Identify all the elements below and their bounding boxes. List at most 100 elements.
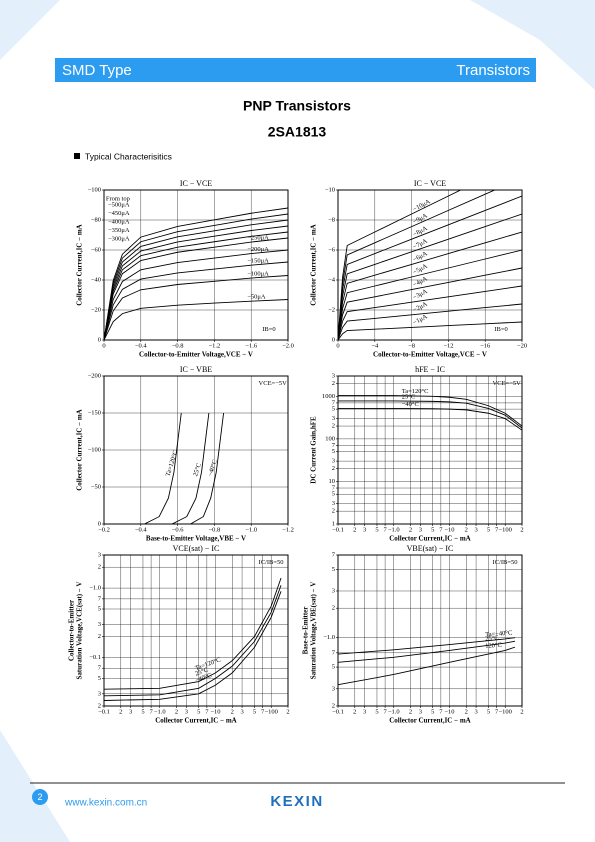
y-axis-label: DC Current Gain,hFE: [310, 416, 318, 484]
y-tick-label: 3: [332, 458, 335, 465]
y-tick-label: 7: [98, 665, 102, 672]
series-line: [338, 285, 522, 340]
y-tick-label: 3: [332, 685, 335, 692]
y-tick-label: 5: [332, 491, 335, 498]
series-label: Ta=−40°C: [485, 630, 513, 639]
footer-url: www.kexin.com.cn: [64, 798, 147, 809]
annotation: VCE=−5V: [259, 380, 288, 387]
y-axis-label: Saturation Voltage,VBE(sat) − V: [310, 582, 318, 680]
y-tick-label: 2: [98, 633, 101, 640]
x-tick-label: 3: [419, 708, 422, 715]
y-tick-label: −100: [88, 186, 101, 193]
series-label: −9μA: [412, 212, 429, 225]
x-tick-label: 2: [465, 708, 468, 715]
x-tick-label: 2: [119, 708, 122, 715]
x-tick-label: −8: [408, 342, 415, 349]
chart: 0 −4 −8 −12 −16 −20 0 −2 −4 −6 −8 −10 IC − VCE Collec…: [310, 179, 527, 359]
series-line: [338, 267, 522, 340]
x-tick-label: −100: [499, 708, 512, 715]
series-label: −2μA: [412, 300, 429, 313]
x-tick-label: 3: [363, 526, 366, 533]
watermark-shape: [0, 0, 60, 60]
series-label: −40°C: [402, 401, 419, 408]
chart: −0.1 2 3 5 7 −1.0 2 3 5 7 −10 2 3 5 7 −100 22357−0.12357…: [68, 544, 290, 725]
plot-frame: [103, 189, 289, 341]
chart-title: IC − VCE: [180, 179, 212, 188]
series-line: [104, 219, 288, 340]
series-label: −40°C: [207, 459, 219, 477]
series-label: −400μA: [108, 218, 130, 225]
y-tick-label: 3: [98, 621, 101, 628]
series-line: [104, 231, 288, 340]
y-tick-label: −80: [91, 216, 101, 223]
series-line: [338, 190, 496, 340]
y-tick-label: 2: [332, 423, 335, 430]
y-tick-label: −1.0: [89, 585, 101, 592]
series-line: [104, 207, 288, 340]
y-tick-label: 5: [332, 664, 335, 671]
x-tick-label: 2: [409, 526, 412, 533]
plot-frame: [103, 554, 289, 707]
x-tick-label: −1.2: [209, 342, 221, 349]
y-tick-label: 1000: [322, 393, 335, 400]
y-tick-label: 7: [332, 485, 336, 492]
series-line: [104, 577, 282, 690]
y-tick-label: 3: [332, 500, 335, 507]
x-tick-label: 5: [431, 708, 434, 715]
chart-title: VBE(sat) − IC: [407, 544, 454, 553]
x-tick-label: −0.6: [172, 526, 185, 533]
x-tick-label: 3: [474, 526, 477, 533]
x-axis-label: Collector Current,IC − mA: [389, 717, 471, 725]
x-tick-label: 2: [353, 708, 356, 715]
y-tick-label: 2: [332, 702, 335, 709]
chart: 0 −0.4 −0.8 −1.2 −1.6 −2.0 0 −20 −40 −60 −80 −100 IC…: [76, 179, 294, 359]
x-tick-label: 3: [363, 708, 366, 715]
chart: −0.1 2 3 5 7 −1.0 2 3 5 7 −10 2 3 5 7 −100 22357−1.02357…: [302, 544, 524, 725]
y-tick-label: 3: [332, 372, 335, 379]
y-tick-label: −100: [88, 446, 101, 453]
y-tick-label: 2: [332, 508, 335, 515]
x-tick-label: −0.2: [98, 526, 110, 533]
y-tick-label: 7: [332, 399, 336, 406]
series-label: −450μA: [108, 210, 130, 217]
x-axis-label: Collector-to-Emitter Voltage,VCE − V: [139, 351, 253, 359]
y-tick-label: 5: [332, 448, 335, 455]
x-tick-label: 5: [487, 526, 490, 533]
series-label: 25°C: [402, 393, 415, 400]
x-tick-label: 5: [375, 708, 378, 715]
x-tick-label: 7: [149, 708, 153, 715]
x-tick-label: −100: [265, 708, 278, 715]
series-label: −5μA: [412, 263, 429, 276]
chart-title: IC − VBE: [180, 365, 212, 374]
plot-frame: [337, 554, 523, 707]
x-tick-label: −10: [210, 708, 220, 715]
annotation: VCE=−5V: [493, 380, 522, 387]
x-tick-label: 2: [520, 708, 523, 715]
series-label: 25°C: [192, 462, 203, 477]
x-axis-label: Collector Current,IC − mA: [389, 535, 471, 543]
plot-frame: [337, 189, 523, 341]
y-tick-label: −60: [91, 246, 101, 253]
x-tick-label: 2: [231, 708, 234, 715]
x-tick-label: 0: [102, 342, 105, 349]
annotation: From top: [106, 195, 130, 202]
y-tick-label: 10: [329, 478, 336, 485]
x-tick-label: 7: [439, 526, 443, 533]
series-line: [104, 591, 282, 701]
x-tick-label: 5: [141, 708, 144, 715]
y-tick-label: 5: [98, 675, 101, 682]
series-label: −300μA: [108, 235, 130, 242]
x-tick-label: −1.0: [245, 526, 257, 533]
y-tick-label: 2: [98, 564, 101, 571]
y-tick-label: 0: [98, 520, 101, 527]
watermark-shape: [0, 730, 70, 842]
x-tick-label: 3: [419, 526, 422, 533]
y-axis-label: Saturation Voltage,VCE(sat) − V: [76, 582, 84, 680]
annotation: IB=0: [494, 326, 507, 333]
series-line: [104, 275, 288, 340]
x-tick-label: −100: [499, 526, 512, 533]
x-tick-label: 7: [205, 708, 209, 715]
x-tick-label: 5: [375, 526, 378, 533]
